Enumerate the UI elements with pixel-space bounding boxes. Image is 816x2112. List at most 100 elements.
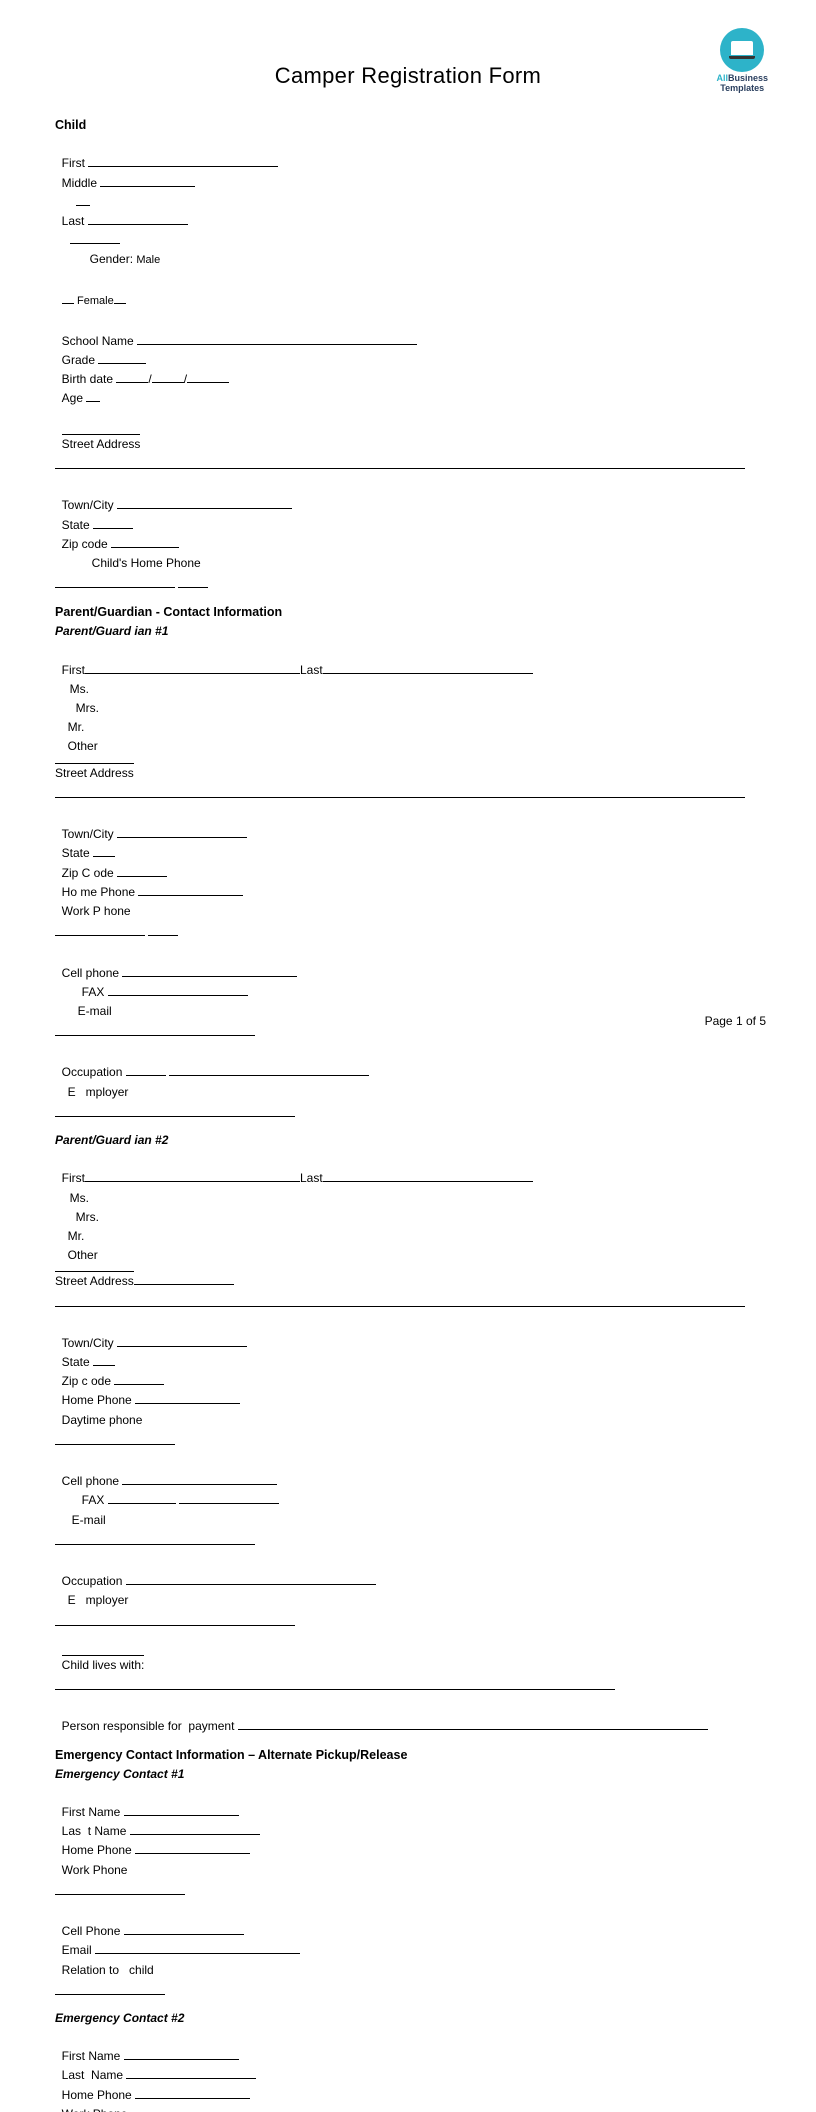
field-age[interactable] xyxy=(86,401,100,402)
ec1-cp[interactable] xyxy=(124,1934,244,1935)
field-middle[interactable] xyxy=(100,186,195,187)
footer-prefix: Page xyxy=(705,1014,736,1028)
pg1-town[interactable] xyxy=(117,837,247,838)
child-lives-field[interactable] xyxy=(55,1689,615,1690)
pg2-row-street: Street Address xyxy=(55,1271,761,1291)
ec1-fn[interactable] xyxy=(124,1815,239,1816)
ec1-wp[interactable] xyxy=(55,1894,185,1895)
pg1-row-cell: Cell phone FAX E-mail xyxy=(55,944,761,1021)
pg1-home[interactable] xyxy=(138,895,243,896)
field-b2[interactable] xyxy=(152,382,184,383)
pg2-first[interactable] xyxy=(85,1181,300,1182)
ec2-fn[interactable] xyxy=(124,2059,239,2060)
field-state[interactable] xyxy=(93,528,133,529)
pg1-fax[interactable] xyxy=(108,995,248,996)
pg2-fax2[interactable] xyxy=(179,1503,279,1504)
label-school: School Name xyxy=(62,334,134,348)
field-street[interactable] xyxy=(55,468,745,469)
pg1-occ1[interactable] xyxy=(126,1075,166,1076)
ec2-ln[interactable] xyxy=(126,2078,256,2079)
logo-line1: All xyxy=(716,73,728,83)
ec1-rel[interactable] xyxy=(55,1994,165,1995)
child-row-name: First Middle Last Gender: Male xyxy=(55,135,761,270)
pg2-street-label: Street Address xyxy=(55,1271,134,1291)
pg2-street-ext[interactable] xyxy=(134,1284,234,1285)
child-lives-label: Child lives with: xyxy=(62,1655,145,1675)
ec2-wp-label: Work Phone xyxy=(62,2107,128,2112)
pg1-cell[interactable] xyxy=(122,976,297,977)
pg1-state-label: State xyxy=(62,846,90,860)
pg2-town-label: Town/City xyxy=(62,1336,114,1350)
pg1-street[interactable] xyxy=(55,797,745,798)
pg1-first[interactable] xyxy=(85,673,300,674)
field-zip[interactable] xyxy=(111,547,179,548)
ec1-cp-label: Cell Phone xyxy=(62,1924,121,1938)
pg2-email-ul xyxy=(55,1532,761,1551)
pg1-occ-label: Occupation xyxy=(62,1065,123,1079)
field-b3[interactable] xyxy=(187,382,229,383)
payment-label: Person responsible for payment xyxy=(62,1719,235,1733)
ec1-ln-label: Las t Name xyxy=(62,1824,127,1838)
ec1-ln[interactable] xyxy=(130,1834,260,1835)
pg2-last-label: Last xyxy=(300,1171,323,1185)
pg2-day[interactable] xyxy=(55,1444,175,1445)
label-zip: Zip code xyxy=(62,537,108,551)
pg1-sub: Parent/Guard ian #1 xyxy=(55,622,761,641)
pg2-occ[interactable] xyxy=(126,1584,376,1585)
ec1-rel-label: Relation to child xyxy=(62,1963,154,1977)
pg1-state[interactable] xyxy=(93,856,115,857)
ec1-hp[interactable] xyxy=(135,1853,250,1854)
payment-field[interactable] xyxy=(238,1729,708,1730)
checkbox-female[interactable] xyxy=(114,303,126,304)
pg2-fax[interactable] xyxy=(108,1503,176,1504)
pg1-email[interactable] xyxy=(55,1035,255,1036)
pg2-zip[interactable] xyxy=(114,1384,164,1385)
pg1-zip[interactable] xyxy=(117,876,167,877)
pg2-town[interactable] xyxy=(117,1346,247,1347)
pg1-row-occ: Occupation E mployer xyxy=(55,1044,761,1102)
pg2-home[interactable] xyxy=(135,1403,240,1404)
field-childphone[interactable] xyxy=(55,587,175,588)
ec2-hp-label: Home Phone xyxy=(62,2088,132,2102)
pg1-occ2[interactable] xyxy=(169,1075,369,1076)
pg2-day-ul xyxy=(55,1432,761,1451)
field-suffix[interactable] xyxy=(70,243,120,244)
pg1-work[interactable] xyxy=(55,935,145,936)
field-mi[interactable] xyxy=(76,205,90,206)
field-town[interactable] xyxy=(117,508,292,509)
logo-badge xyxy=(720,28,764,72)
pg2-emp[interactable] xyxy=(55,1625,295,1626)
footer-of: of xyxy=(743,1014,760,1028)
label-town: Town/City xyxy=(62,498,114,512)
ec1-wp-label: Work Phone xyxy=(62,1863,128,1877)
child-lives-ul xyxy=(55,1677,761,1696)
pg1-town-label: Town/City xyxy=(62,827,114,841)
field-first[interactable] xyxy=(88,166,278,167)
field-school[interactable] xyxy=(137,344,417,345)
pg1-last[interactable] xyxy=(323,673,533,674)
checkbox-male[interactable] xyxy=(62,303,74,304)
pg2-state[interactable] xyxy=(93,1365,115,1366)
ec1-hp-label: Home Phone xyxy=(62,1843,132,1857)
pg1-work-ext[interactable] xyxy=(148,935,178,936)
pg2-first-label: First xyxy=(62,1171,85,1185)
pg2-street[interactable] xyxy=(55,1306,745,1307)
pg2-mr: Mr. xyxy=(68,1229,85,1243)
payment-row: Person responsible for payment xyxy=(55,1698,761,1736)
pg2-state-label: State xyxy=(62,1355,90,1369)
ec-header: Emergency Contact Information – Alternat… xyxy=(55,1745,761,1765)
child-row-street: Street Address xyxy=(55,415,761,454)
pg2-cell[interactable] xyxy=(122,1484,277,1485)
field-last[interactable] xyxy=(88,224,188,225)
pg2-email[interactable] xyxy=(55,1544,255,1545)
field-grade[interactable] xyxy=(98,363,146,364)
ec1-em[interactable] xyxy=(95,1953,300,1954)
pg1-emp[interactable] xyxy=(55,1116,295,1117)
field-b1[interactable] xyxy=(116,382,148,383)
laptop-icon xyxy=(729,41,755,59)
logo-line2: Templates xyxy=(720,83,764,93)
pg2-last[interactable] xyxy=(323,1181,533,1182)
ec2-hp[interactable] xyxy=(135,2098,250,2099)
field-childphone-ext[interactable] xyxy=(178,587,208,588)
pg1-ms: Ms. xyxy=(70,682,89,696)
